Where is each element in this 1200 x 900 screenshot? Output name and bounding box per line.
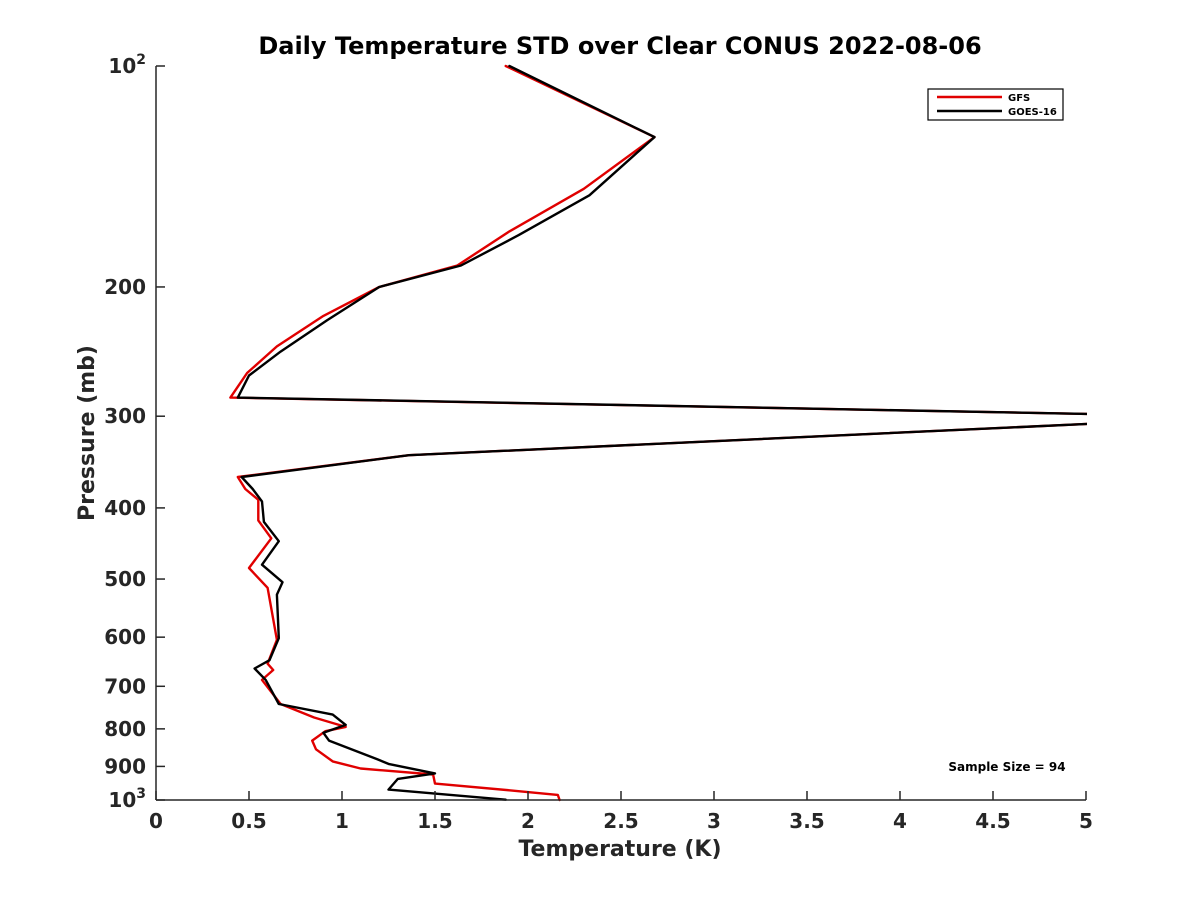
x-tick-label: 0 (149, 809, 163, 833)
y-tick-label: 300 (104, 404, 146, 428)
y-tick-label: 500 (104, 567, 146, 591)
x-tick-label: 0.5 (231, 809, 266, 833)
y-tick-label: 400 (104, 496, 146, 520)
legend-box (927, 88, 1064, 121)
x-tick-label: 3.5 (789, 809, 824, 833)
y-tick-label-base: 600 (104, 625, 146, 649)
legend: GFS GOES-16 (927, 88, 1064, 121)
x-tick-label: 1.5 (417, 809, 452, 833)
legend-label-gfs: GFS (1008, 93, 1030, 104)
y-tick-label: 800 (104, 717, 146, 741)
x-axis-ticks: 0 0.5 1 1.5 2 2.5 3 3.5 4 4.5 5 (149, 791, 1093, 833)
y-tick-label-base: 900 (104, 754, 146, 778)
y-tick-label-exponent: 2 (136, 52, 146, 68)
y-tick-label: 103 (108, 786, 146, 812)
x-tick-label: 5 (1079, 809, 1093, 833)
y-tick-label: 900 (104, 754, 146, 778)
y-tick-label-exponent: 3 (136, 786, 146, 802)
y-tick-label: 102 (108, 52, 146, 78)
y-tick-label: 600 (104, 625, 146, 649)
x-axis-label: Temperature (K) (518, 837, 721, 862)
y-tick-label-base: 800 (104, 717, 146, 741)
series-line-gfs (229, 64, 1087, 802)
y-tick-label-base: 300 (104, 404, 146, 428)
y-tick-label: 200 (104, 275, 146, 299)
x-tick-label: 4 (893, 809, 907, 833)
x-tick-label: 1 (335, 809, 349, 833)
x-tick-label: 2.5 (603, 809, 638, 833)
y-axis-label: Pressure (mb) (75, 345, 100, 521)
y-tick-label-base: 700 (104, 674, 146, 698)
y-tick-label-base: 400 (104, 496, 146, 520)
legend-label-goes16: GOES-16 (1008, 107, 1057, 118)
x-tick-label: 2 (521, 809, 535, 833)
x-tick-label: 3 (707, 809, 721, 833)
y-tick-label-base: 200 (104, 275, 146, 299)
chart-title: Daily Temperature STD over Clear CONUS 2… (258, 32, 981, 60)
y-tick-label: 700 (104, 674, 146, 698)
y-tick-label-base: 10 (108, 54, 136, 78)
y-tick-label-base: 500 (104, 567, 146, 591)
series-line-goes16 (236, 64, 1087, 801)
y-tick-label-base: 10 (108, 788, 136, 812)
plot-lines (229, 64, 1087, 802)
x-tick-label: 4.5 (975, 809, 1010, 833)
sample-size-annotation: Sample Size = 94 (948, 760, 1065, 774)
